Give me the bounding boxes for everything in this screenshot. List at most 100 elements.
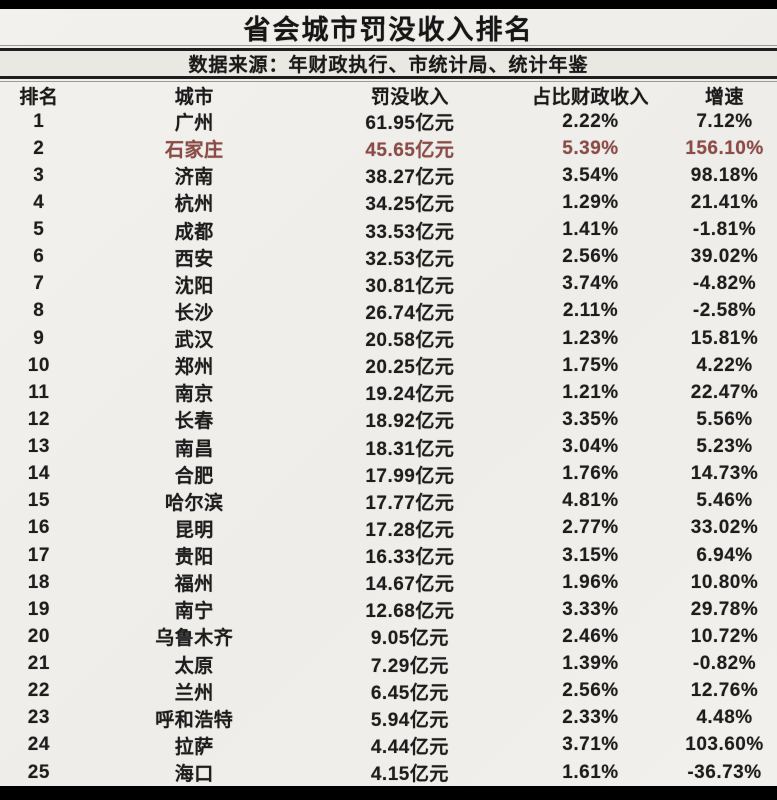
city-cell: 兰州 [174, 682, 214, 704]
table-row: 13 南昌 18.31亿元 3.04% 5.23% [0, 434, 777, 461]
growth-cell: 14.73% [690, 463, 759, 485]
table-row: 24 拉萨 4.44亿元 3.71% 103.60% [0, 732, 777, 759]
pct-cell: 3.35% [562, 408, 619, 430]
rank-cell: 2 [33, 137, 45, 159]
pct-cell: 2.56% [562, 246, 619, 268]
pct-cell: 1.39% [562, 653, 619, 675]
pct-cell: 4.81% [562, 490, 619, 512]
table-row: 5 成都 33.53亿元 1.41% -1.81% [0, 217, 777, 244]
table-row: 11 南京 19.24亿元 1.21% 22.47% [0, 379, 777, 406]
table-row: 20 乌鲁木齐 9.05亿元 2.46% 10.72% [0, 623, 777, 650]
pct-cell: 2.56% [562, 680, 619, 702]
table-row: 12 长春 18.92亿元 3.35% 5.56% [0, 406, 777, 433]
rank-cell: 24 [27, 734, 50, 756]
revenue-cell: 61.95亿元 [365, 113, 455, 135]
pct-cell: 1.29% [562, 191, 619, 213]
city-cell: 郑州 [174, 357, 214, 379]
revenue-cell: 17.28亿元 [365, 519, 455, 541]
pct-cell: 3.74% [562, 273, 619, 295]
growth-cell: 12.76% [690, 680, 759, 702]
pct-cell: 2.77% [562, 517, 619, 539]
city-cell: 合肥 [174, 465, 214, 487]
revenue-cell: 34.25亿元 [365, 194, 455, 216]
letterbox-top [0, 0, 777, 9]
growth-cell: 33.02% [690, 517, 759, 539]
rank-cell: 6 [33, 246, 45, 268]
city-cell: 昆明 [174, 519, 214, 541]
column-header-pct: 占比财政收入 [531, 87, 649, 108]
rank-cell: 21 [27, 653, 50, 675]
table-row: 25 海口 4.15亿元 1.61% -36.73% [0, 759, 777, 786]
rank-cell: 10 [27, 354, 50, 376]
pct-cell: 2.22% [562, 110, 619, 132]
city-cell: 石家庄 [164, 140, 224, 162]
city-cell: 济南 [174, 167, 214, 189]
growth-cell: -36.73% [687, 761, 762, 783]
data-source-note: 数据来源：年财政执行、市统计局、统计年鉴 [0, 51, 777, 76]
rank-cell: 20 [27, 625, 50, 647]
city-cell: 长春 [174, 411, 214, 433]
rank-cell: 13 [27, 436, 50, 458]
city-cell: 南宁 [174, 601, 214, 623]
rank-cell: 23 [27, 707, 50, 729]
revenue-cell: 45.65亿元 [365, 140, 455, 162]
rank-cell: 4 [33, 191, 45, 213]
table-row: 4 杭州 34.25亿元 1.29% 21.41% [0, 189, 777, 216]
table-row: 3 济南 38.27亿元 3.54% 98.18% [0, 162, 777, 189]
table-row: 19 南宁 12.68亿元 3.33% 29.78% [0, 596, 777, 623]
growth-cell: -2.58% [692, 300, 757, 322]
pct-cell: 1.61% [562, 761, 619, 783]
rank-cell: 11 [28, 381, 50, 403]
revenue-cell: 5.94亿元 [370, 709, 449, 731]
ranking-table-image: 省会城市罚没收入排名 数据来源：年财政执行、市统计局、统计年鉴 排名 城市 罚没… [0, 9, 777, 786]
city-cell: 杭州 [174, 194, 214, 216]
pct-cell: 2.11% [562, 300, 619, 322]
city-cell: 南京 [174, 384, 214, 406]
revenue-cell: 20.25亿元 [365, 357, 455, 379]
rank-cell: 22 [27, 680, 50, 702]
growth-cell: 21.41% [690, 191, 759, 213]
revenue-cell: 17.77亿元 [365, 492, 455, 514]
growth-cell: 5.56% [696, 408, 753, 430]
page-title: 省会城市罚没收入排名 [243, 14, 534, 45]
growth-cell: 4.48% [696, 707, 753, 729]
table-row: 10 郑州 20.25亿元 1.75% 4.22% [0, 352, 777, 379]
revenue-cell: 18.92亿元 [365, 411, 455, 433]
rank-cell: 8 [33, 300, 45, 322]
growth-cell: 29.78% [690, 598, 759, 620]
rank-cell: 9 [33, 327, 45, 349]
growth-cell: -0.82% [692, 653, 757, 675]
city-cell: 长沙 [174, 302, 214, 324]
pct-cell: 2.33% [562, 707, 619, 729]
revenue-cell: 38.27亿元 [365, 167, 455, 189]
pct-cell: 3.15% [562, 544, 619, 566]
pct-cell: 1.21% [562, 381, 619, 403]
growth-cell: 156.10% [685, 137, 764, 159]
city-cell: 拉萨 [174, 736, 214, 758]
growth-cell: -4.82% [692, 273, 757, 295]
growth-cell: 6.94% [696, 544, 753, 566]
letterbox-bottom [0, 786, 777, 800]
table-row: 14 合肥 17.99亿元 1.76% 14.73% [0, 461, 777, 488]
city-cell: 福州 [174, 574, 214, 596]
rank-cell: 1 [33, 110, 45, 132]
rank-cell: 14 [27, 463, 50, 485]
pct-cell: 1.75% [562, 354, 619, 376]
table-row: 23 呼和浩特 5.94亿元 2.33% 4.48% [0, 705, 777, 732]
growth-cell: 10.80% [690, 571, 759, 593]
divider-thin-top [0, 45, 777, 46]
pct-cell: 2.46% [562, 625, 619, 647]
column-header-rank: 排名 [19, 87, 59, 108]
city-cell: 哈尔滨 [164, 492, 224, 514]
rank-cell: 19 [27, 598, 50, 620]
revenue-cell: 7.29亿元 [370, 655, 449, 677]
pct-cell: 1.41% [562, 219, 619, 241]
city-cell: 乌鲁木齐 [155, 628, 234, 650]
column-header-growth: 增速 [705, 87, 745, 108]
divider-thin-bottom [0, 81, 777, 82]
pct-cell: 1.76% [562, 463, 619, 485]
revenue-cell: 17.99亿元 [365, 465, 455, 487]
growth-cell: 4.22% [696, 354, 753, 376]
growth-cell: 7.12% [696, 110, 753, 132]
growth-cell: 15.81% [690, 327, 759, 349]
